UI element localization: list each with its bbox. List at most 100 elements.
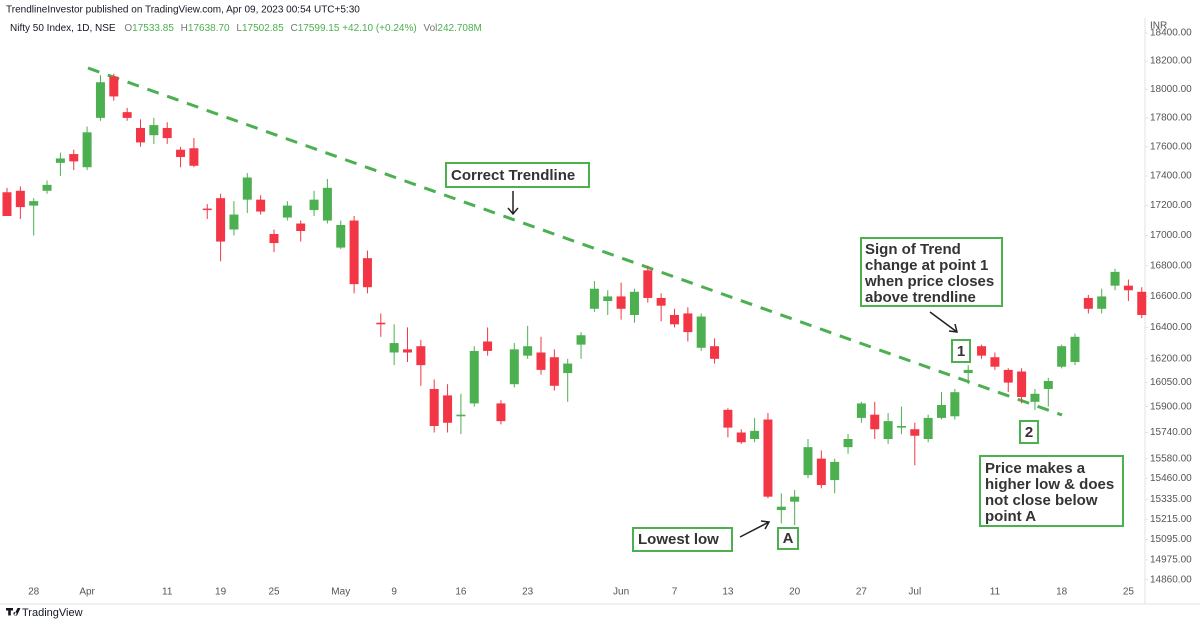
candle-body bbox=[256, 199, 266, 212]
legend-key: Vol bbox=[423, 23, 437, 34]
annotation: Lowest low bbox=[638, 531, 719, 548]
candle-body bbox=[376, 322, 386, 325]
candle-body bbox=[670, 314, 679, 325]
y-tick-label: 15460.00 bbox=[1150, 473, 1192, 484]
candle-body bbox=[1043, 381, 1053, 389]
annotation: point A bbox=[985, 508, 1036, 525]
annotation: Price makes a bbox=[985, 460, 1086, 477]
candle-body bbox=[29, 201, 39, 206]
annotation-box bbox=[860, 237, 1003, 307]
legend-key: O bbox=[124, 23, 132, 34]
candle-body bbox=[523, 346, 533, 356]
brand: TradingView bbox=[22, 607, 83, 619]
annotation-box bbox=[1019, 420, 1039, 444]
candle-body bbox=[496, 403, 506, 422]
x-tick-label: 25 bbox=[1123, 587, 1135, 598]
candle-body bbox=[816, 458, 826, 486]
annotation: A bbox=[783, 530, 794, 547]
x-tick-label: 7 bbox=[672, 587, 678, 598]
y-tick-label: 15335.00 bbox=[1150, 494, 1192, 505]
candle-body bbox=[923, 417, 933, 440]
candle-body bbox=[1030, 393, 1040, 402]
y-tick-label: 16200.00 bbox=[1150, 353, 1192, 364]
x-tick-label: 13 bbox=[722, 587, 734, 598]
candle-body bbox=[1003, 369, 1013, 383]
y-tick-label: 17800.00 bbox=[1150, 113, 1192, 124]
candle-body bbox=[269, 234, 279, 244]
candle-body bbox=[416, 346, 426, 366]
y-tick-label: 15740.00 bbox=[1150, 427, 1192, 438]
legend-value: 17599.15 bbox=[298, 23, 340, 34]
annotations: Correct Trendline Sign of Trend change a… bbox=[445, 162, 1124, 552]
candle-body bbox=[576, 335, 586, 345]
candle-body bbox=[202, 208, 212, 211]
candle-body bbox=[790, 496, 800, 502]
candle-body bbox=[162, 127, 172, 139]
candle-body bbox=[589, 288, 599, 309]
x-tick-label: Apr bbox=[79, 587, 95, 598]
candle-body bbox=[963, 369, 973, 374]
candle-body bbox=[870, 414, 880, 430]
annotation: 1 bbox=[957, 343, 965, 360]
candle-body bbox=[549, 357, 559, 386]
candle-body bbox=[55, 158, 65, 163]
annotation-box bbox=[777, 527, 799, 550]
x-tick-label: 18 bbox=[1056, 587, 1068, 598]
candle-body bbox=[883, 421, 893, 440]
candle-body bbox=[216, 198, 226, 242]
annotation-box bbox=[951, 339, 971, 363]
symbol: Nifty 50 Index, 1D, NSE bbox=[10, 23, 116, 34]
candle-body bbox=[977, 346, 987, 356]
candle-body bbox=[643, 270, 653, 298]
candle-body bbox=[937, 405, 946, 418]
y-tick-label: 15095.00 bbox=[1150, 534, 1192, 545]
x-tick-label: 28 bbox=[28, 587, 40, 598]
x-tick-label: May bbox=[331, 587, 350, 598]
legend-key: C bbox=[290, 23, 297, 34]
candle-body bbox=[42, 184, 52, 191]
candle-body bbox=[723, 409, 733, 428]
y-tick-label: 16050.00 bbox=[1150, 377, 1192, 388]
candle-body bbox=[469, 350, 479, 404]
annotation: not close below bbox=[985, 492, 1098, 509]
y-tick-label: 14860.00 bbox=[1150, 574, 1192, 585]
candle-body bbox=[242, 177, 252, 200]
x-tick-label: 23 bbox=[522, 587, 534, 598]
annotation-box bbox=[445, 162, 590, 188]
annotation: Correct Trendline bbox=[451, 167, 575, 184]
candle-body bbox=[456, 414, 466, 417]
candle-body bbox=[122, 112, 132, 118]
annotation-box bbox=[632, 527, 733, 552]
candle-body bbox=[509, 349, 519, 385]
legend-value: +42.10 (+0.24%) bbox=[342, 23, 417, 34]
y-tick-label: 14975.00 bbox=[1150, 555, 1192, 566]
x-tick-label: Jul bbox=[908, 587, 921, 598]
annotation: Sign of Trend bbox=[865, 241, 961, 258]
candle-body bbox=[309, 199, 319, 211]
candle-body bbox=[322, 187, 332, 221]
candle-body bbox=[896, 426, 906, 428]
legend-value: 17502.85 bbox=[242, 23, 284, 34]
legend-value: 242.708M bbox=[437, 23, 481, 34]
candle-body bbox=[910, 429, 920, 436]
x-tick-label: 16 bbox=[455, 587, 467, 598]
candle-body bbox=[776, 506, 786, 511]
candle-body bbox=[1137, 291, 1147, 315]
x-tick-label: 11 bbox=[162, 587, 173, 598]
x-tick-label: Jun bbox=[613, 587, 629, 598]
candle-body bbox=[950, 392, 960, 417]
candle-body bbox=[803, 447, 813, 476]
candle-body bbox=[656, 297, 666, 306]
candle-body bbox=[990, 357, 1000, 367]
y-tick-label: 17400.00 bbox=[1150, 171, 1192, 182]
candle-body bbox=[149, 125, 159, 136]
annotation-box bbox=[979, 455, 1124, 527]
y-tick-label: 16600.00 bbox=[1150, 291, 1192, 302]
candle-body bbox=[710, 346, 720, 359]
candle-body bbox=[443, 395, 453, 423]
y-tick-label: 18400.00 bbox=[1150, 28, 1192, 39]
logo bbox=[6, 608, 21, 616]
annotation: above trendline bbox=[865, 289, 976, 306]
candle-body bbox=[616, 296, 626, 309]
